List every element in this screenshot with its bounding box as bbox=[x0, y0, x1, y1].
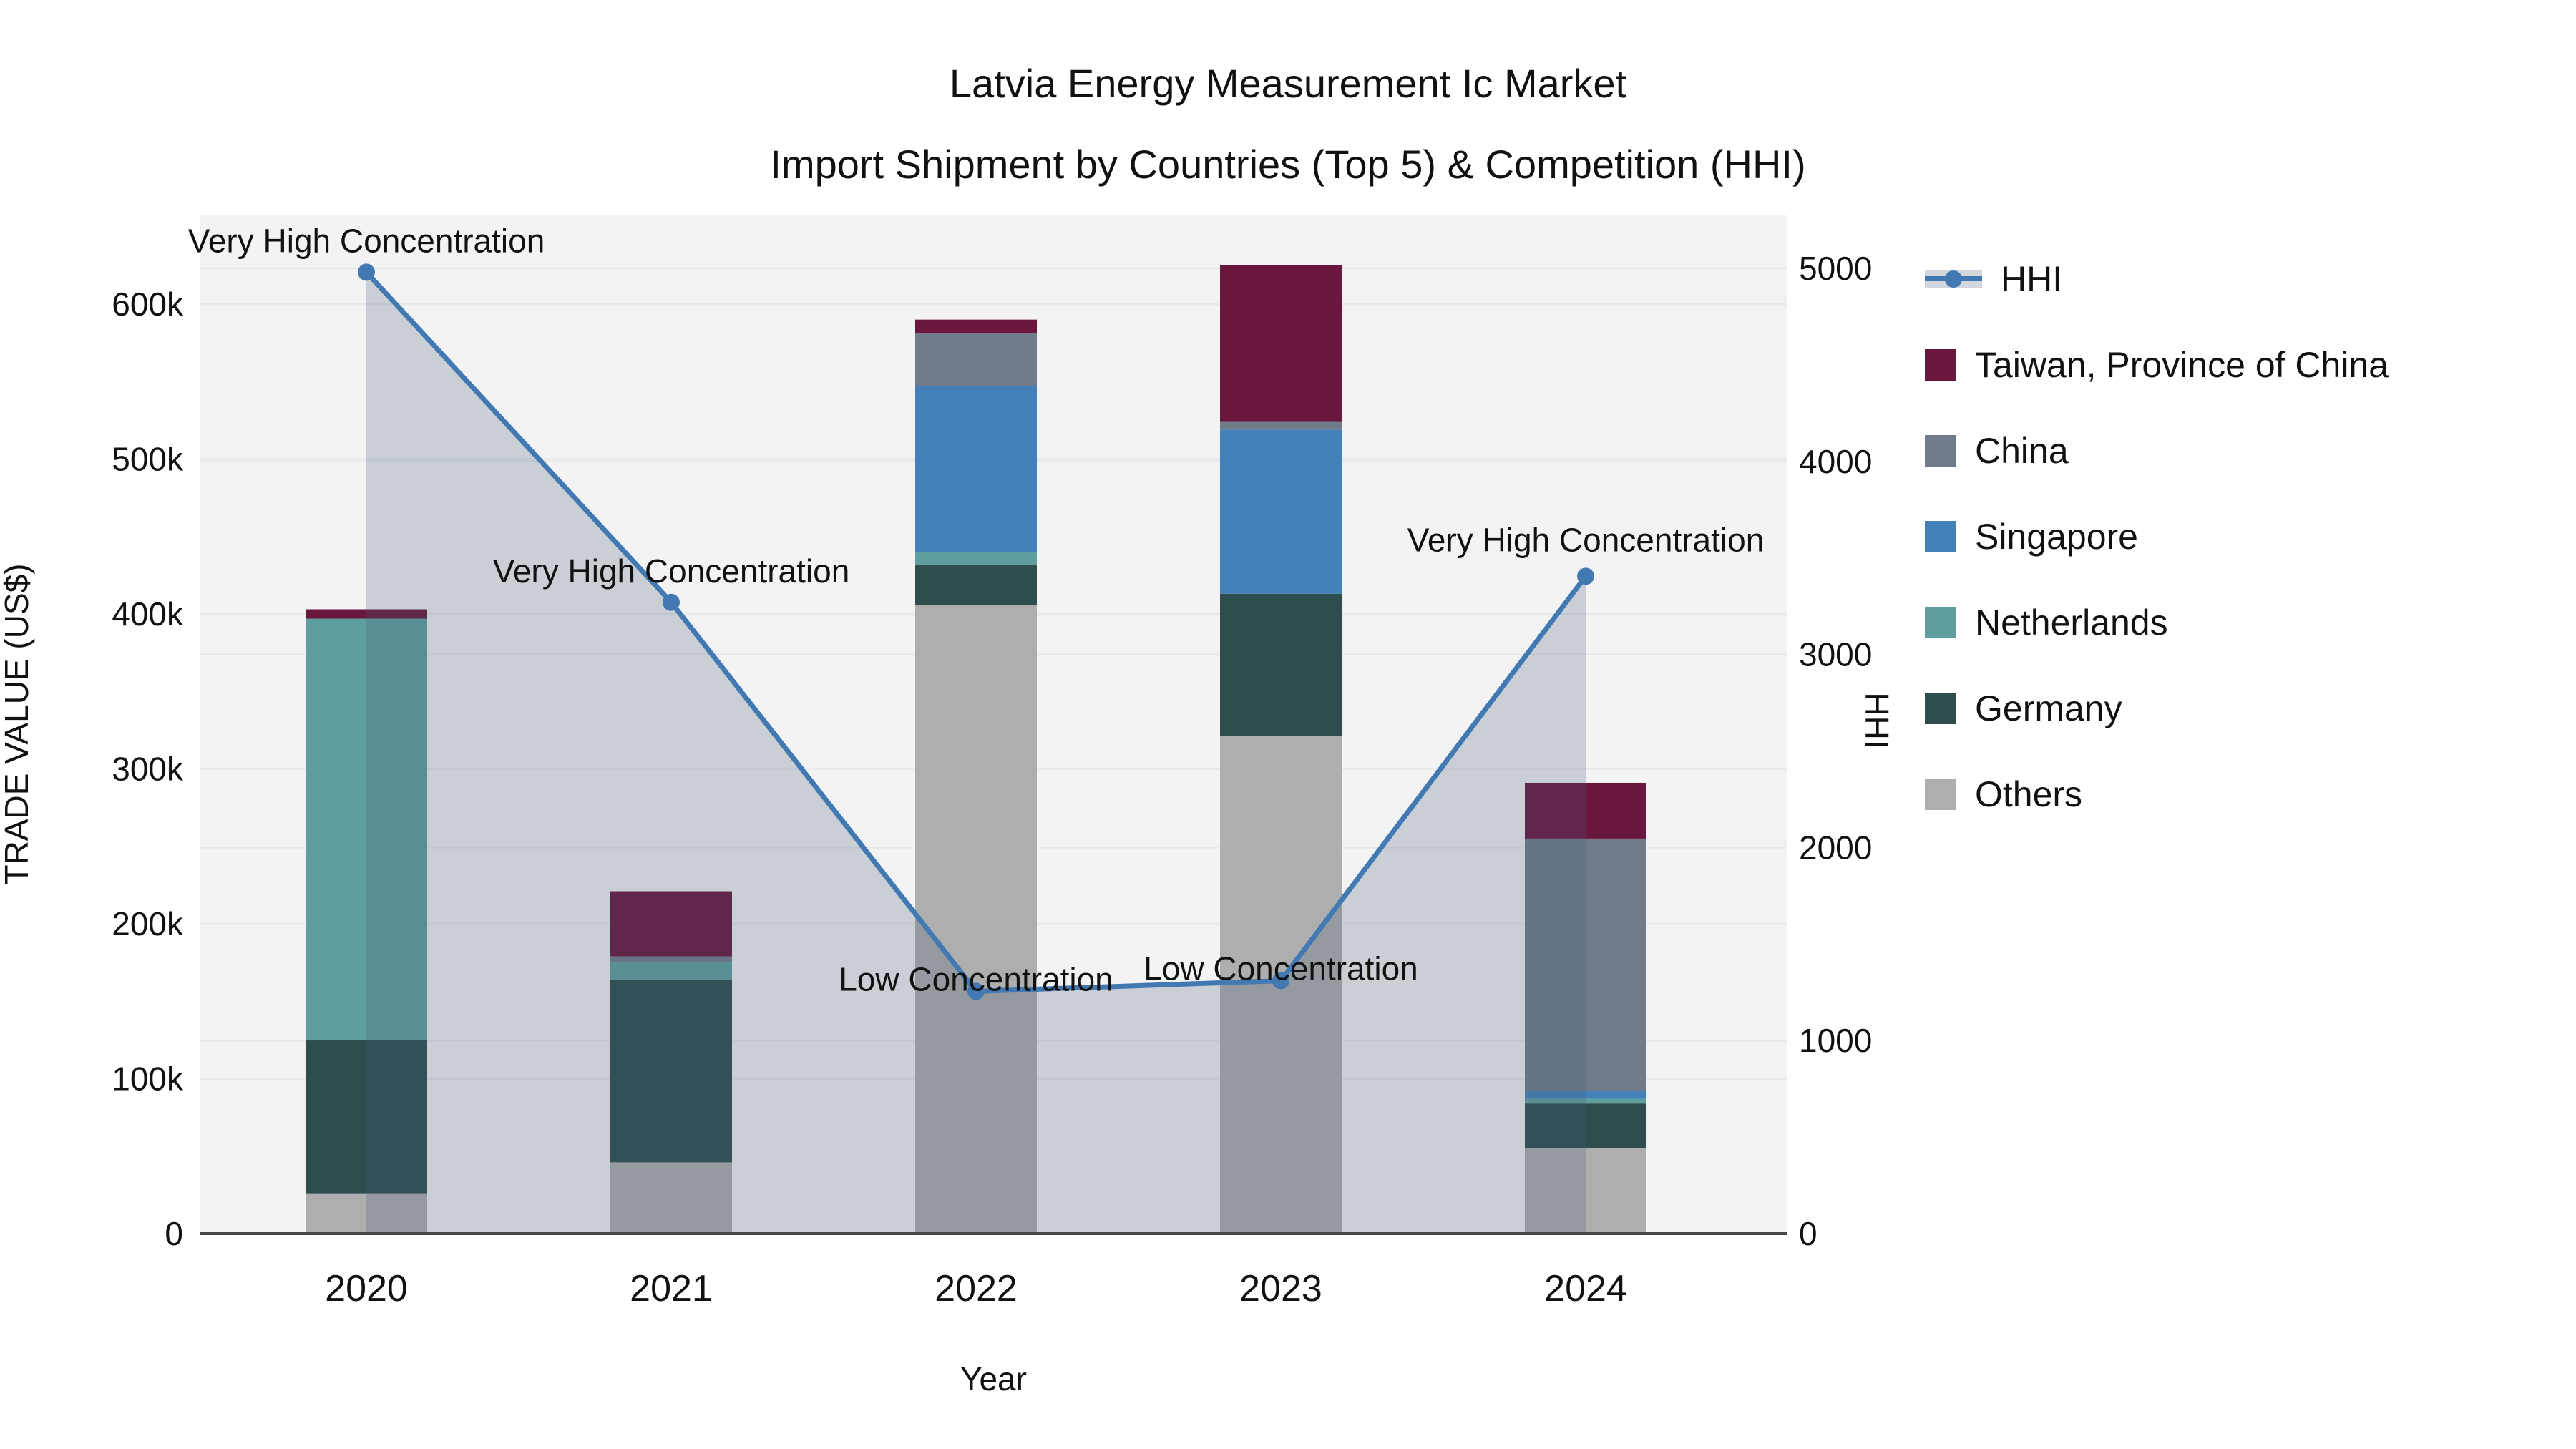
bar-segment-singapore-2024[interactable] bbox=[1525, 1091, 1646, 1099]
hhi-marker-2021[interactable] bbox=[663, 593, 680, 611]
y-left-tick-400k: 400k bbox=[112, 595, 184, 633]
bar-segment-taiwan-2022[interactable] bbox=[915, 319, 1037, 334]
hhi-area-fill bbox=[366, 272, 1586, 1234]
y-right-tick-3000: 3000 bbox=[1799, 636, 1872, 673]
china-swatch-icon bbox=[1925, 435, 1956, 467]
bar-segment-netherlands-2021[interactable] bbox=[610, 962, 732, 980]
bar-segment-germany-2020[interactable] bbox=[306, 1040, 427, 1194]
legend-label-china: China bbox=[1975, 431, 2069, 471]
bar-segment-taiwan-2021[interactable] bbox=[610, 891, 732, 957]
germany-swatch-icon bbox=[1925, 693, 1956, 724]
x-tick-2021: 2021 bbox=[630, 1268, 713, 1309]
y-right-tick-4000: 4000 bbox=[1799, 443, 1872, 480]
y-right-tick-5000: 5000 bbox=[1799, 250, 1872, 287]
hhi-marker-2020[interactable] bbox=[358, 263, 375, 281]
legend-label-netherlands: Netherlands bbox=[1975, 602, 2168, 643]
y-left-tick-300k: 300k bbox=[112, 751, 184, 788]
legend-item-others[interactable]: Others bbox=[1925, 751, 2389, 837]
legend-label-others: Others bbox=[1975, 774, 2083, 814]
legend-item-singapore[interactable]: Singapore bbox=[1925, 494, 2389, 580]
legend-item-hhi[interactable]: HHI bbox=[1925, 236, 2389, 322]
bar-segment-netherlands-2024[interactable] bbox=[1525, 1098, 1646, 1104]
y-left-tick-100k: 100k bbox=[112, 1060, 184, 1098]
legend-label-germany: Germany bbox=[1975, 688, 2122, 728]
legend-item-china[interactable]: China bbox=[1925, 408, 2389, 494]
x-tick-2020: 2020 bbox=[325, 1268, 408, 1309]
bar-segment-singapore-2022[interactable] bbox=[915, 386, 1037, 552]
bar-segment-others-2022[interactable] bbox=[915, 605, 1037, 1234]
x-tick-2024: 2024 bbox=[1544, 1268, 1627, 1309]
legend-item-germany[interactable]: Germany bbox=[1925, 665, 2389, 751]
bar-segment-others-2024[interactable] bbox=[1525, 1148, 1646, 1234]
netherlands-swatch-icon bbox=[1925, 607, 1956, 638]
annotation-2021: Very High Concentration bbox=[493, 552, 850, 590]
y-right-tick-2000: 2000 bbox=[1799, 829, 1872, 866]
legend-item-netherlands[interactable]: Netherlands bbox=[1925, 580, 2389, 665]
bar-segment-china-2023[interactable] bbox=[1220, 421, 1342, 430]
legend-label-hhi: HHI bbox=[2001, 259, 2063, 299]
annotation-2022: Low Concentration bbox=[839, 960, 1113, 997]
bar-segment-china-2021[interactable] bbox=[610, 956, 732, 963]
y-right-tick-0: 0 bbox=[1799, 1215, 1818, 1252]
singapore-swatch-icon bbox=[1925, 521, 1956, 552]
legend: HHI Taiwan, Province of China China Singap… bbox=[1925, 236, 2389, 837]
y-left-tick-500k: 500k bbox=[112, 441, 184, 478]
y-left-tick-600k: 600k bbox=[112, 286, 184, 323]
bar-segment-china-2022[interactable] bbox=[915, 333, 1037, 386]
y-right-tick-1000: 1000 bbox=[1799, 1022, 1872, 1059]
bar-segment-china-2024[interactable] bbox=[1525, 838, 1646, 1091]
bar-segment-netherlands-2020[interactable] bbox=[306, 618, 427, 1040]
hhi-marker-2022[interactable] bbox=[967, 982, 985, 1000]
y-left-tick-200k: 200k bbox=[112, 905, 184, 942]
hhi-marker-2024[interactable] bbox=[1577, 567, 1594, 585]
bar-segment-taiwan-2023[interactable] bbox=[1220, 265, 1342, 422]
annotation-2020: Very High Concentration bbox=[188, 222, 545, 259]
x-tick-2023: 2023 bbox=[1239, 1268, 1322, 1309]
bar-segment-germany-2021[interactable] bbox=[610, 979, 732, 1163]
bar-segment-others-2020[interactable] bbox=[306, 1193, 427, 1234]
taiwan-swatch-icon bbox=[1925, 349, 1956, 381]
chart-title-line-1: Latvia Energy Measurement Ic Market bbox=[949, 61, 1627, 106]
annotation-2024: Very High Concentration bbox=[1407, 521, 1765, 558]
bar-segment-taiwan-2020[interactable] bbox=[306, 609, 427, 619]
bar-segment-taiwan-2024[interactable] bbox=[1525, 782, 1646, 839]
x-axis-title: Year bbox=[960, 1360, 1027, 1397]
legend-item-taiwan[interactable]: Taiwan, Province of China bbox=[1925, 322, 2389, 408]
bar-segment-germany-2024[interactable] bbox=[1525, 1103, 1646, 1148]
hhi-line-icon bbox=[1925, 263, 1982, 295]
others-swatch-icon bbox=[1925, 779, 1956, 810]
chart-title-line-2: Import Shipment by Countries (Top 5) & C… bbox=[770, 142, 1806, 187]
annotation-2023: Low Concentration bbox=[1143, 950, 1418, 987]
y-left-tick-0: 0 bbox=[165, 1215, 183, 1252]
bar-segment-germany-2023[interactable] bbox=[1220, 593, 1342, 737]
hhi-marker-2023[interactable] bbox=[1272, 972, 1289, 990]
x-tick-2022: 2022 bbox=[935, 1268, 1018, 1309]
bar-segment-netherlands-2022[interactable] bbox=[915, 552, 1037, 565]
bar-segment-germany-2022[interactable] bbox=[915, 564, 1037, 605]
bar-segment-others-2021[interactable] bbox=[610, 1162, 732, 1234]
legend-label-singapore: Singapore bbox=[1975, 517, 2138, 557]
bar-segment-singapore-2023[interactable] bbox=[1220, 429, 1342, 594]
legend-label-taiwan: Taiwan, Province of China bbox=[1975, 345, 2389, 385]
